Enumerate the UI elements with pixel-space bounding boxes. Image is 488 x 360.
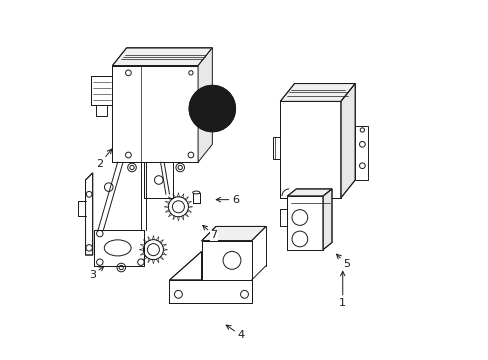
Polygon shape bbox=[192, 193, 200, 203]
Polygon shape bbox=[96, 105, 107, 116]
Polygon shape bbox=[201, 226, 265, 241]
Polygon shape bbox=[201, 241, 251, 280]
Ellipse shape bbox=[192, 191, 200, 194]
Polygon shape bbox=[91, 76, 112, 105]
Polygon shape bbox=[280, 84, 354, 102]
Polygon shape bbox=[144, 162, 173, 198]
Polygon shape bbox=[287, 189, 331, 196]
Text: 1: 1 bbox=[339, 271, 346, 308]
Polygon shape bbox=[198, 48, 212, 162]
Polygon shape bbox=[94, 230, 144, 266]
Polygon shape bbox=[169, 251, 201, 280]
Polygon shape bbox=[112, 66, 198, 162]
Polygon shape bbox=[340, 84, 354, 198]
Polygon shape bbox=[323, 189, 331, 249]
Text: 2: 2 bbox=[96, 149, 111, 169]
Polygon shape bbox=[290, 198, 329, 208]
Polygon shape bbox=[280, 102, 340, 198]
Polygon shape bbox=[287, 196, 323, 249]
Text: 6: 6 bbox=[216, 195, 239, 204]
Text: 4: 4 bbox=[226, 325, 244, 341]
Text: 7: 7 bbox=[203, 225, 217, 240]
Text: 3: 3 bbox=[89, 266, 103, 280]
Polygon shape bbox=[354, 126, 367, 180]
Polygon shape bbox=[272, 137, 280, 158]
Circle shape bbox=[189, 85, 235, 132]
Polygon shape bbox=[112, 48, 212, 66]
Polygon shape bbox=[85, 173, 93, 255]
Text: 5: 5 bbox=[336, 254, 349, 269]
Polygon shape bbox=[169, 280, 251, 303]
